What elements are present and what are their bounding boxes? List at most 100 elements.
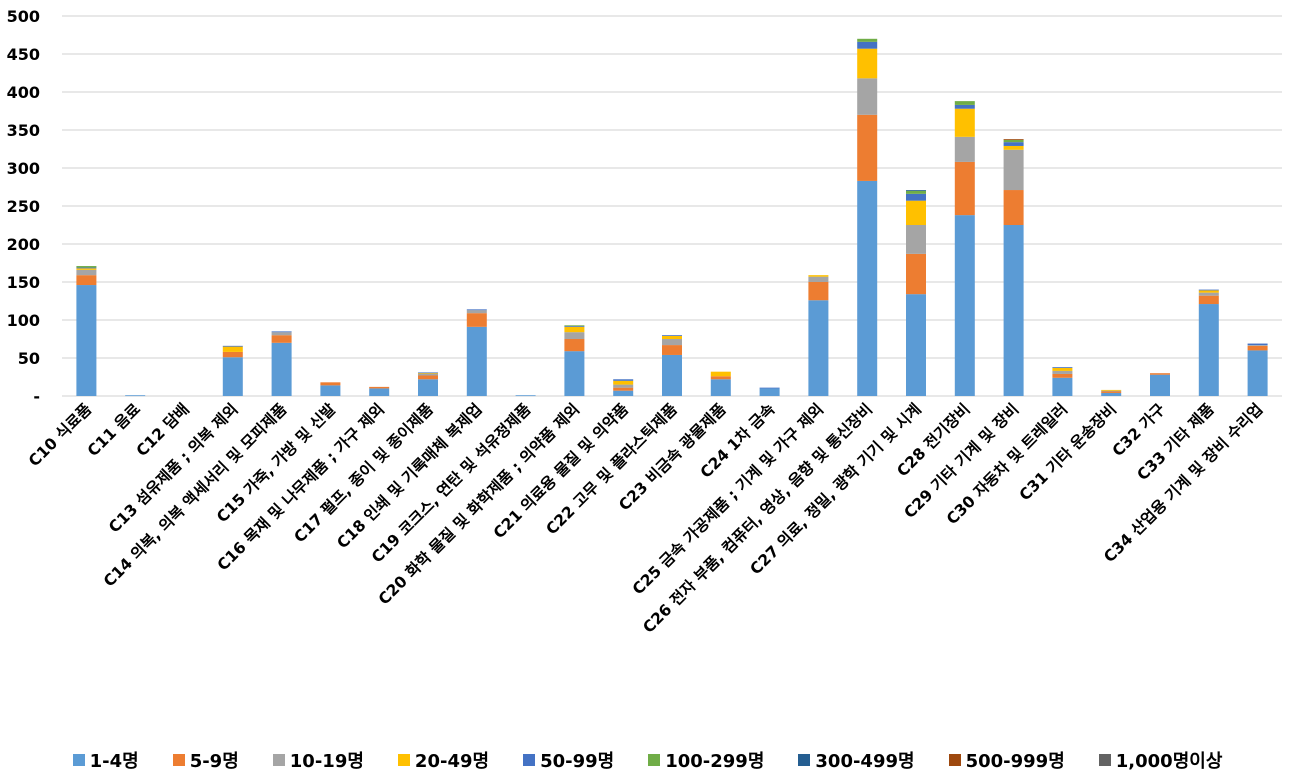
legend-item: 1,000명이상 (1098, 747, 1223, 773)
bar-segment (222, 346, 243, 352)
bar-stack (1150, 373, 1170, 396)
legend-label: 1,000명이상 (1115, 751, 1223, 772)
y-axis-ticks: - 50 100 150 200 250 300 350 400 450 500 (7, 7, 40, 406)
bar-segment (1003, 145, 1024, 150)
x-tick-label: C27 의료, 정밀, 광학 기기 및 시계 (746, 399, 925, 578)
y-tick-label: 400 (7, 83, 40, 102)
bar-segment (1198, 289, 1219, 291)
bar-segment (1003, 149, 1024, 191)
legend-item: 20-49명 (397, 747, 490, 773)
bar-segment (320, 382, 341, 386)
bar-segment (906, 200, 926, 225)
bar-stack (564, 325, 585, 396)
bar-segment (906, 193, 926, 201)
bar-segment (906, 253, 926, 295)
bar-segment (271, 331, 292, 333)
bar-stack (466, 309, 487, 396)
bar-segment (418, 372, 438, 374)
bar-stack (515, 395, 536, 397)
bar-stack (906, 190, 926, 396)
bar-segment (515, 395, 536, 397)
legend-swatch (397, 754, 410, 766)
bar-segment (320, 385, 341, 396)
y-tick-label: 50 (18, 349, 40, 368)
bar-segment (1052, 373, 1073, 378)
legend-label: 300-499명 (815, 751, 915, 772)
legend-item: 5-9명 (172, 747, 239, 773)
legend-label: 20-49명 (414, 751, 490, 772)
bar-segment (222, 351, 243, 358)
y-tick-label: - (33, 387, 40, 406)
bar-segment (710, 376, 731, 380)
bar-segment (1150, 374, 1170, 396)
bar-stack (1198, 289, 1219, 396)
legend-label: 10-19명 (289, 751, 364, 772)
bar-stack (759, 387, 780, 396)
bar-segment (564, 326, 585, 333)
bar-stack (271, 331, 292, 396)
bar-segment (613, 387, 634, 391)
bar-segment (76, 275, 97, 286)
bar-segment (564, 351, 585, 396)
legend-item: 100-299명 (648, 747, 764, 773)
bar-stack (222, 345, 243, 396)
bar-segment (1003, 225, 1024, 396)
bar-segment (418, 373, 438, 374)
bar-segment (76, 285, 97, 396)
bar-segment (418, 373, 438, 376)
bar-segment (808, 282, 829, 301)
bar-segment (613, 390, 634, 396)
bar-segment (906, 190, 926, 194)
bar-segment (1003, 139, 1024, 143)
bar-segment (564, 325, 585, 327)
bar-segment (418, 379, 438, 396)
bar-stack (808, 275, 829, 396)
bar-segment (857, 38, 878, 42)
bar-stack (125, 395, 146, 397)
y-tick-label: 500 (7, 7, 40, 26)
bar-segment (369, 388, 390, 396)
legend-swatch (1098, 754, 1111, 766)
bar-stack (320, 382, 341, 396)
bar-segment (857, 180, 878, 396)
bar-segment (125, 395, 146, 397)
bar-segment (1052, 367, 1073, 371)
bar-segment (662, 335, 682, 339)
bar-segment (1101, 391, 1122, 393)
bar-segment (613, 380, 634, 385)
legend: 1-4명 5-9명 10-19명 20-49명 50-99명 100-299명 300-49… (0, 744, 1295, 776)
bar-segment (1052, 370, 1073, 374)
legend-label: 5-9명 (189, 751, 239, 772)
bar-segment (954, 101, 975, 105)
legend-swatch (172, 754, 185, 766)
bar-segment (466, 313, 487, 327)
legend-label: 500-999명 (965, 751, 1065, 772)
bar-stack (954, 101, 975, 396)
bar-segment (662, 354, 682, 396)
y-tick-label: 300 (7, 159, 40, 178)
bar-segment (1247, 343, 1268, 346)
bar-segment (271, 335, 292, 343)
bar-stack (613, 379, 634, 396)
bar-stack (1003, 139, 1024, 396)
bar-segment (710, 371, 731, 377)
bar-segment (613, 379, 634, 381)
bar-stack (1052, 367, 1073, 396)
bar-segment (954, 161, 975, 216)
bar-segment (759, 387, 780, 389)
bar-segment (76, 268, 97, 270)
bar-segment (906, 294, 926, 396)
legend-swatch (523, 754, 536, 766)
legend-item: 50-99명 (523, 747, 614, 773)
bar-segment (466, 326, 487, 396)
bar-segment (662, 339, 682, 346)
bar-segment (954, 136, 975, 162)
bar-segment (857, 78, 878, 115)
bar-segment (564, 332, 585, 339)
legend-label: 50-99명 (540, 751, 615, 772)
bar-stack (76, 266, 97, 396)
bar-segment (1003, 142, 1024, 146)
y-tick-label: 100 (7, 311, 40, 330)
bar-stack (418, 372, 438, 396)
